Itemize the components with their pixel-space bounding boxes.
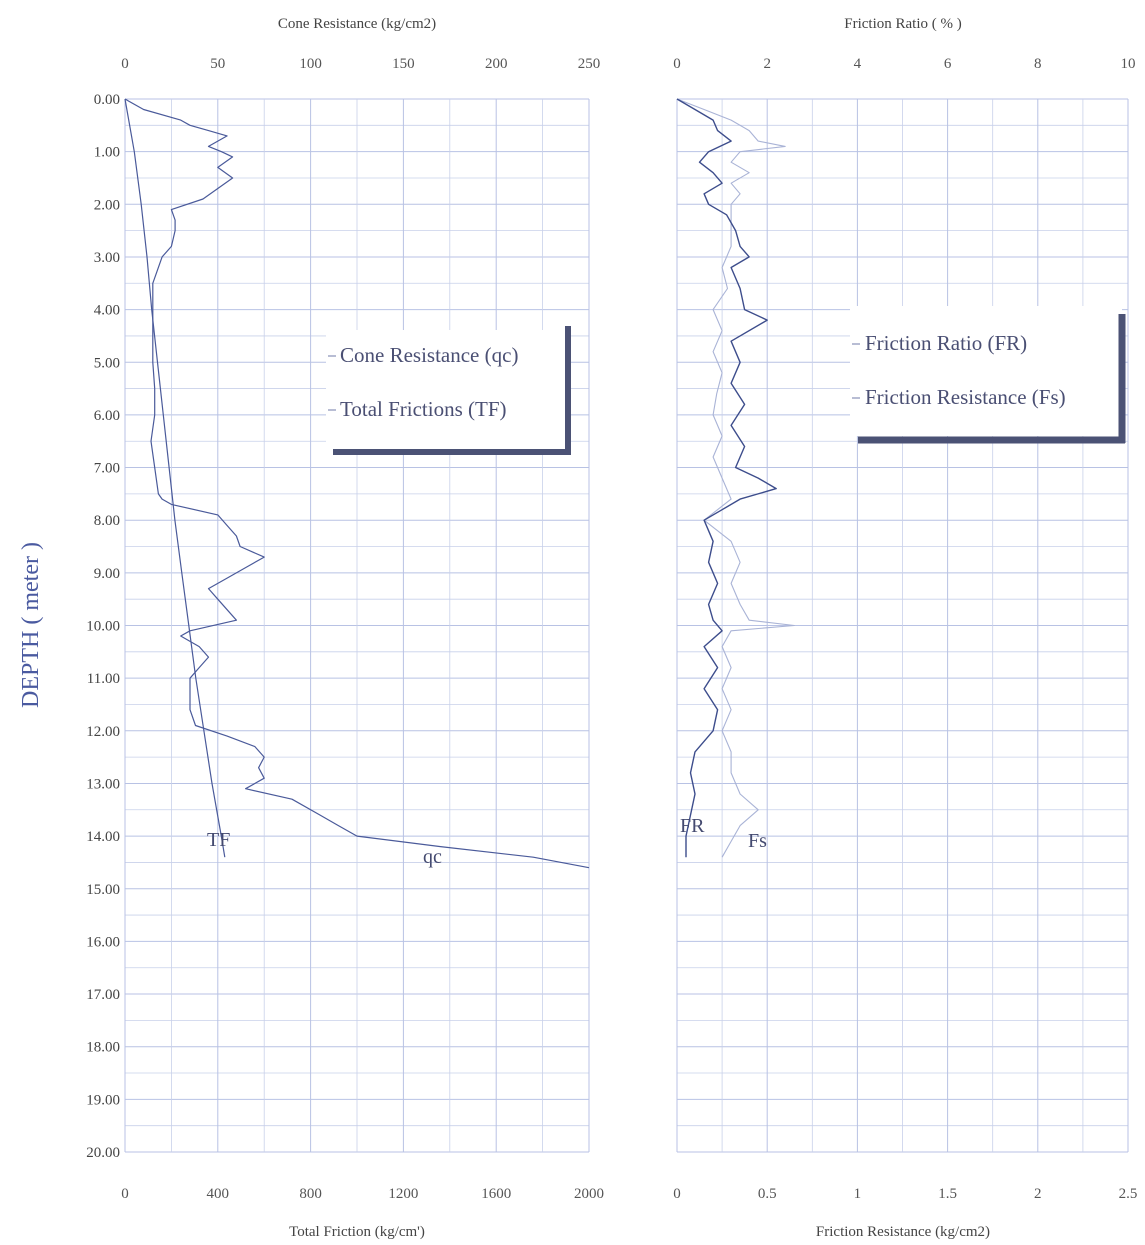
right-bottom-tick-labels: 0 0.5 1 1.5 2 2.5 (673, 1186, 1137, 1202)
depth-tick: 18.00 (86, 1040, 120, 1056)
left-top-tick-labels: 0 50 100 150 200 250 (121, 56, 600, 72)
total-friction-axis-title: Total Friction (kg/cm') (289, 1224, 425, 1240)
right-legend: Friction Ratio (FR) Friction Resistance … (850, 306, 1126, 444)
friction-resistance-axis-title: Friction Resistance (kg/cm2) (816, 1224, 990, 1240)
cone-resistance-tick: 100 (299, 56, 322, 72)
depth-tick: 9.00 (94, 566, 120, 582)
friction-ratio-tick: 10 (1121, 56, 1136, 72)
legend-tf-label: Total Frictions (TF) (340, 397, 507, 421)
depth-tick: 7.00 (94, 461, 120, 477)
depth-tick: 8.00 (94, 513, 120, 529)
depth-tick: 20.00 (86, 1145, 120, 1161)
depth-tick: 14.00 (86, 829, 120, 845)
friction-resistance-tick: 2.5 (1119, 1186, 1138, 1202)
fr-curve-label: FR (680, 815, 705, 837)
qc-curve-label: qc (423, 846, 442, 868)
friction-resistance-tick: 2 (1034, 1186, 1042, 1202)
cone-resistance-tick: 250 (578, 56, 601, 72)
left-series-lines (124, 98, 590, 869)
depth-tick: 17.00 (86, 987, 120, 1003)
depth-tick: 12.00 (86, 724, 120, 740)
depth-axis-title: DEPTH ( meter ) (18, 542, 44, 708)
friction-ratio-tick: 4 (854, 56, 862, 72)
right-gridlines (676, 98, 1129, 1153)
depth-tick: 2.00 (94, 197, 120, 213)
friction-resistance-tick: 0 (673, 1186, 681, 1202)
friction-ratio-tick: 2 (763, 56, 771, 72)
total-friction-tick: 2000 (574, 1186, 604, 1202)
depth-tick: 0.00 (94, 92, 120, 108)
legend-fs-label: Friction Resistance (Fs) (865, 385, 1066, 409)
right-top-tick-labels: 0 2 4 6 8 10 (673, 56, 1135, 72)
cone-resistance-tick: 150 (392, 56, 415, 72)
depth-tick: 6.00 (94, 408, 120, 424)
depth-tick: 10.00 (86, 619, 120, 635)
depth-tick: 11.00 (87, 671, 120, 687)
total-friction-tick: 0 (121, 1186, 129, 1202)
fs-curve-label: Fs (748, 830, 767, 852)
depth-tick: 4.00 (94, 303, 120, 319)
cone-resistance-panel: Cone Resistance (kg/cm2) 0 50 100 150 200 250… (121, 16, 604, 1240)
cone-resistance-tick: 0 (121, 56, 129, 72)
depth-tick: 3.00 (94, 250, 120, 266)
depth-tick: 16.00 (86, 934, 120, 950)
total-friction-tick: 800 (299, 1186, 322, 1202)
legend-fr-label: Friction Ratio (FR) (865, 331, 1027, 355)
legend-qc-label: Cone Resistance (qc) (340, 343, 518, 367)
left-legend-box (326, 330, 570, 454)
cone-resistance-tick: 50 (210, 56, 225, 72)
depth-tick: 1.00 (94, 145, 120, 161)
fs-series-line (676, 98, 795, 858)
tf-curve-label: TF (207, 829, 230, 851)
friction-ratio-axis-title: Friction Ratio ( % ) (844, 16, 961, 32)
friction-ratio-tick: 0 (673, 56, 681, 72)
depth-tick-labels: 0.00 1.00 2.00 3.00 4.00 5.00 6.00 7.00 8.00 9.00… (86, 92, 120, 1161)
total-friction-tick: 1200 (388, 1186, 418, 1202)
right-legend-box (850, 306, 1122, 436)
tf-series-line (124, 98, 226, 858)
cone-resistance-tick: 200 (485, 56, 508, 72)
cone-resistance-axis-title: Cone Resistance (kg/cm2) (278, 16, 436, 32)
qc-series-line (124, 98, 590, 869)
depth-tick: 13.00 (86, 776, 120, 792)
right-series-lines (676, 98, 795, 858)
friction-ratio-tick: 6 (944, 56, 952, 72)
depth-tick: 5.00 (94, 355, 120, 371)
depth-tick: 19.00 (86, 1092, 120, 1108)
fr-series-line (676, 98, 777, 858)
left-gridlines (124, 98, 590, 1153)
friction-resistance-tick: 1 (854, 1186, 862, 1202)
friction-resistance-tick: 1.5 (938, 1186, 957, 1202)
friction-resistance-tick: 0.5 (758, 1186, 777, 1202)
total-friction-tick: 1600 (481, 1186, 511, 1202)
total-friction-tick: 400 (207, 1186, 230, 1202)
friction-ratio-tick: 8 (1034, 56, 1042, 72)
depth-tick: 15.00 (86, 882, 120, 898)
friction-ratio-panel: Friction Ratio ( % ) 0 2 4 6 8 10 0 0.5 1 1.5 2 2.… (673, 16, 1137, 1240)
left-bottom-tick-labels: 0 400 800 1200 1600 2000 (121, 1186, 604, 1202)
left-legend: Cone Resistance (qc) Total Frictions (TF… (326, 326, 571, 455)
